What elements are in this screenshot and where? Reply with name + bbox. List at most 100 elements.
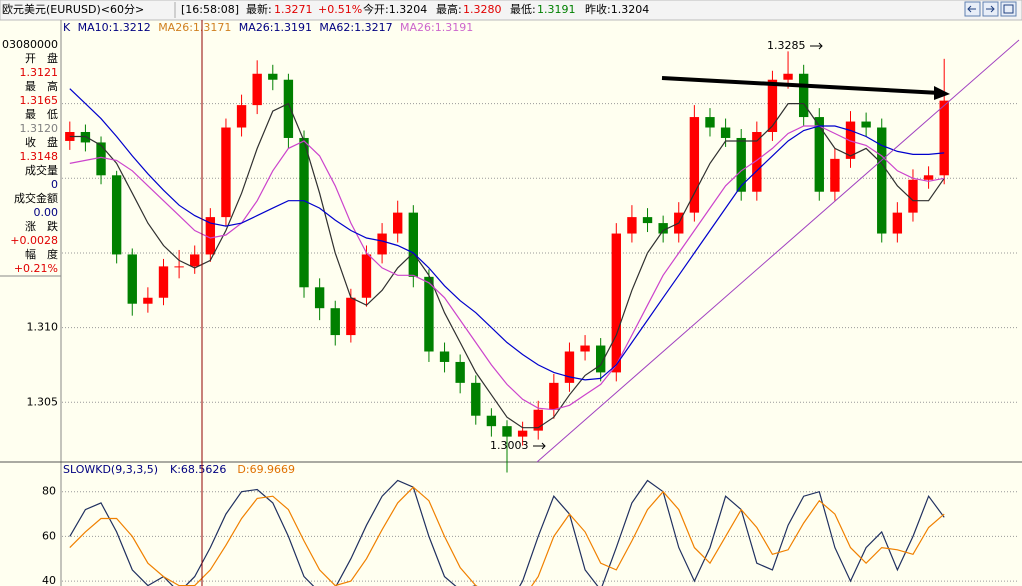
annotation-arrow [810, 42, 823, 50]
panel-item: 开 盘 [25, 51, 58, 65]
candle-body [299, 137, 309, 288]
candle-body [517, 430, 528, 437]
candle-body [502, 426, 512, 437]
candle-body [346, 297, 356, 336]
candle-body [236, 105, 247, 128]
window-button[interactable] [1000, 1, 1017, 17]
series-line [69, 88, 945, 381]
candle-body [845, 121, 856, 159]
candle-body [736, 137, 746, 192]
candle-body [80, 131, 91, 143]
candle-body [549, 382, 559, 410]
last-label: 最新: [246, 2, 272, 16]
series-line [69, 479, 945, 586]
panel-item: 涨 跌 [25, 219, 58, 233]
change-pct: +0.51% [318, 3, 362, 16]
legend-entry: MA10:1.3212 [78, 21, 151, 34]
legend-entry: K:68.5626 [170, 463, 226, 476]
high-label: 最高: [436, 2, 462, 16]
panel-item: 收 盘 [25, 135, 58, 149]
candle-body [471, 382, 481, 416]
last: 1.3271 [274, 3, 313, 16]
panel-item: +0.21% [14, 262, 58, 275]
candle-body [330, 308, 340, 336]
symbol: 欧元美元(EURUSD)<60分> [2, 3, 144, 16]
panel-item: +0.0028 [10, 234, 58, 247]
candle-body [564, 351, 575, 383]
candle-body [798, 73, 809, 118]
y-tick-label: 1.310 [27, 321, 59, 334]
candle-body [533, 409, 543, 431]
candle-body [596, 345, 606, 373]
candle-body [705, 117, 715, 128]
annotation-arrow [533, 442, 546, 450]
legend-entry: MA26:1.3191 [239, 21, 312, 34]
candle-body [143, 297, 153, 304]
candle-body [752, 131, 762, 192]
panel-item: 成交金额 [14, 191, 58, 205]
candle-body [658, 223, 668, 234]
candle-body [252, 73, 262, 106]
legend-entry: MA26:1.3171 [158, 21, 231, 34]
panel-item: 1.3121 [20, 66, 59, 79]
candle-body [877, 127, 887, 234]
panel-item: 0 [51, 178, 58, 191]
legend-entry: SLOWKD(9,3,3,5) [63, 463, 158, 476]
panel-item: 1.3148 [20, 150, 59, 163]
panel-item: 幅 度 [25, 247, 58, 261]
candle-body [439, 351, 450, 362]
candle-body [689, 117, 700, 213]
candle-body [642, 217, 653, 224]
candle-body [408, 212, 418, 277]
y-tick-label: 60 [42, 529, 56, 542]
trend-line [536, 39, 1020, 463]
candle-body [158, 266, 169, 298]
low-annotation: 1.3003 [490, 439, 529, 452]
candle-body [268, 73, 278, 80]
candle-body [174, 266, 184, 268]
candle-body [314, 287, 325, 309]
legend-entry: K [63, 21, 71, 34]
candle-body [814, 117, 824, 192]
candle-body [939, 100, 949, 176]
candle-body [830, 158, 840, 192]
panel-item: 03080000 [2, 38, 58, 51]
time: [16:58:08] [181, 3, 239, 16]
window-icon [1003, 4, 1014, 14]
candle-body [111, 175, 122, 255]
panel-item: 1.3165 [20, 94, 59, 107]
panel-item: 1.3120 [20, 122, 59, 135]
prev-close: 昨收:1.3204 [585, 2, 649, 16]
y-tick-label: 40 [42, 574, 56, 586]
candle-body [424, 276, 434, 352]
open: 今开:1.3204 [363, 2, 427, 16]
top-bar [0, 0, 1022, 21]
prev-icon [967, 5, 976, 13]
candle-body [908, 179, 918, 213]
candle-body [190, 254, 200, 267]
candle-body [611, 233, 621, 373]
candle-body [783, 73, 793, 80]
candle-body [861, 121, 871, 128]
candle-body [377, 233, 387, 255]
candle-body [393, 212, 403, 234]
y-tick-label: 80 [42, 485, 56, 498]
low-label: 最低: [510, 3, 536, 16]
candle-body [283, 79, 294, 138]
legend-entry: MA62:1.3217 [319, 21, 392, 34]
panel-item: 0.00 [34, 206, 59, 219]
series-line [69, 102, 945, 429]
candle-body [361, 254, 372, 298]
high: 1.3280 [463, 3, 502, 16]
candle-body [923, 175, 934, 180]
high-annotation: 1.3285 [767, 39, 806, 52]
candle-body [627, 217, 637, 234]
candle-body [720, 127, 731, 138]
candle-body [486, 415, 497, 427]
next-icon [986, 5, 995, 13]
candle-body [96, 142, 106, 176]
candle-body [767, 79, 778, 132]
candle-body [205, 217, 216, 255]
